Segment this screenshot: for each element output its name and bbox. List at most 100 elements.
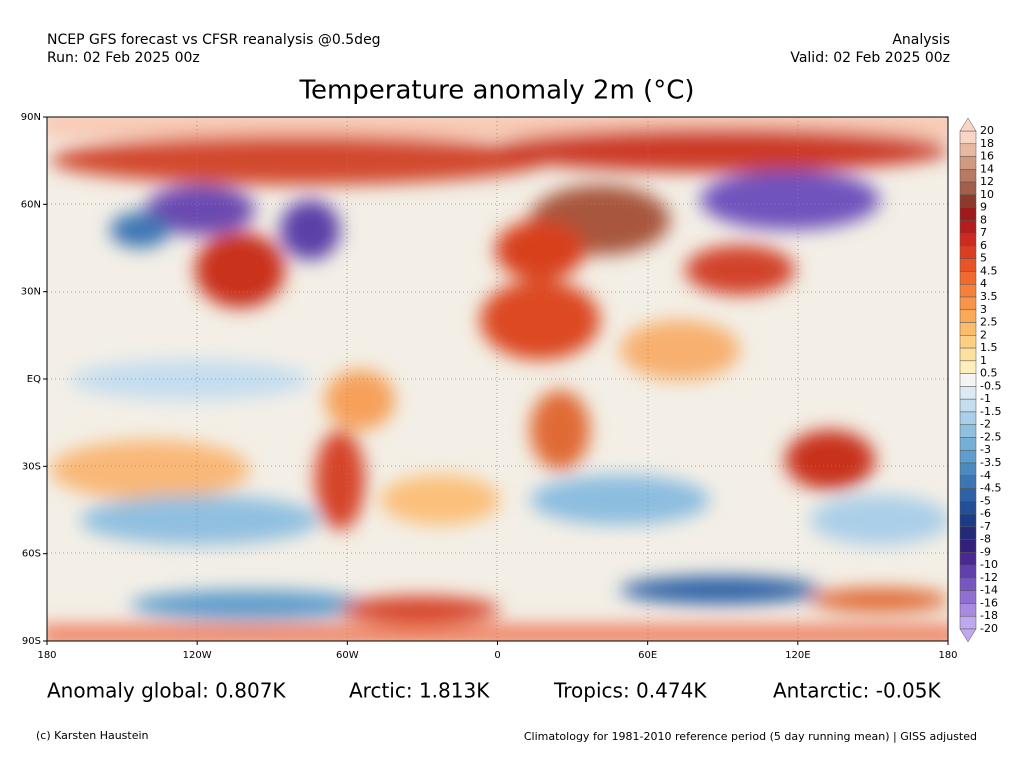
colorbar-segment <box>959 271 977 285</box>
colorbar-segment <box>959 373 977 387</box>
colorbar-label: -16 <box>980 596 998 609</box>
colorbar-label: 10 <box>980 188 994 201</box>
colorbar-label: -20 <box>980 622 998 635</box>
colorbar-label: 9 <box>980 201 987 214</box>
colorbar-label: -3.5 <box>980 456 1001 469</box>
colorbar-label: 8 <box>980 213 987 226</box>
colorbar-segment <box>959 386 977 400</box>
colorbar-label: 4.5 <box>980 264 998 277</box>
colorbar-label: 18 <box>980 137 994 150</box>
colorbar-label: -18 <box>980 609 998 622</box>
colorbar-label: 20 <box>980 124 994 137</box>
colorbar-label: -10 <box>980 558 998 571</box>
header-text: Valid: 02 Feb 2025 00z <box>790 50 950 66</box>
colorbar-label: -3 <box>980 443 991 456</box>
lat-label: 60S <box>22 549 41 560</box>
colorbar-label: -0.5 <box>980 379 1001 392</box>
lon-label: 0 <box>494 650 500 661</box>
colorbar-segment <box>959 449 977 464</box>
lon-label: 60W <box>336 650 359 661</box>
lat-label: 90N <box>21 112 41 123</box>
colorbar-segment <box>959 539 977 553</box>
colorbar-segment <box>959 398 977 413</box>
colorbar-segment <box>959 335 977 349</box>
lat-label: 30S <box>22 461 41 472</box>
colorbar-segment <box>959 130 977 145</box>
colorbar-segment <box>959 501 977 515</box>
anomaly-field <box>47 117 948 641</box>
colorbar-segment <box>959 526 977 540</box>
colorbar-label: -12 <box>980 571 998 584</box>
colorbar-segment <box>959 590 977 604</box>
colorbar-arrow <box>959 628 977 643</box>
lat-label: EQ <box>27 374 41 385</box>
colorbar-label: 1 <box>980 354 987 367</box>
colorbar-label: 7 <box>980 226 987 239</box>
map-title: Temperature anomaly 2m (°C) <box>299 76 695 106</box>
colorbar-segment <box>959 309 977 323</box>
colorbar-segment <box>959 169 977 183</box>
colorbar-segment <box>959 258 977 272</box>
colorbar-segment <box>959 143 977 157</box>
colorbar-label: -1 <box>980 392 991 405</box>
colorbar-label: 3 <box>980 303 987 316</box>
colorbar-segment <box>959 283 977 298</box>
colorbar-segment <box>959 475 977 489</box>
colorbar-segment <box>959 615 977 630</box>
colorbar-label: 12 <box>980 175 994 188</box>
header-text: Run: 02 Feb 2025 00z <box>47 50 200 66</box>
stat-text: Tropics: 0.474K <box>553 679 707 703</box>
colorbar-segment <box>959 513 977 528</box>
footer-note: Climatology for 1981-2010 reference peri… <box>524 730 977 743</box>
stat-text: Arctic: 1.813K <box>349 679 490 703</box>
colorbar-label: -4 <box>980 469 991 482</box>
colorbar-label: 14 <box>980 162 994 175</box>
colorbar-label: -2.5 <box>980 430 1001 443</box>
colorbar-segment <box>959 424 977 438</box>
colorbar-segment <box>959 194 977 208</box>
lon-label: 120W <box>183 650 212 661</box>
credit: (c) Karsten Haustein <box>36 729 149 742</box>
lon-label: 60E <box>638 650 657 661</box>
colorbar-label: -9 <box>980 545 991 558</box>
colorbar-segment <box>959 322 977 336</box>
colorbar-segment <box>959 232 977 247</box>
colorbar-segment <box>959 603 977 617</box>
colorbar-label: 4 <box>980 277 987 290</box>
colorbar-label: -7 <box>980 520 991 533</box>
colorbar-arrow <box>959 117 977 132</box>
lat-label: 60N <box>21 199 41 210</box>
lat-label: 30N <box>21 287 41 298</box>
colorbar-segment <box>959 156 977 170</box>
colorbar-label: 0.5 <box>980 367 998 380</box>
colorbar-label: -8 <box>980 533 991 546</box>
header-text: Analysis <box>892 32 950 48</box>
colorbar-label: -4.5 <box>980 482 1001 495</box>
colorbar-label: -5 <box>980 494 991 507</box>
colorbar-segment <box>959 347 977 362</box>
colorbar-segment <box>959 360 977 374</box>
colorbar-segment <box>959 577 977 591</box>
colorbar-label: -1.5 <box>980 405 1001 418</box>
colorbar-segment <box>959 437 977 451</box>
colorbar-segment <box>959 411 977 425</box>
colorbar-label: 16 <box>980 150 994 163</box>
colorbar-label: -6 <box>980 507 991 520</box>
colorbar-segment <box>959 181 977 196</box>
colorbar-segment <box>959 462 977 477</box>
colorbar-label: 1.5 <box>980 341 998 354</box>
colorbar-segment <box>959 245 977 259</box>
colorbar-label: 5 <box>980 252 987 265</box>
stat-text: Antarctic: -0.05K <box>773 679 941 703</box>
colorbar-segment <box>959 552 977 566</box>
colorbar-label: 2 <box>980 328 987 341</box>
colorbar-segment <box>959 220 977 234</box>
lon-label: 120E <box>785 650 810 661</box>
stat-text: Anomaly global: 0.807K <box>47 679 286 703</box>
colorbar-label: 3.5 <box>980 290 998 303</box>
colorbar-segment <box>959 488 977 502</box>
colorbar-label: 6 <box>980 239 987 252</box>
lon-label: 180 <box>37 650 56 661</box>
colorbar-label: -2 <box>980 418 991 431</box>
